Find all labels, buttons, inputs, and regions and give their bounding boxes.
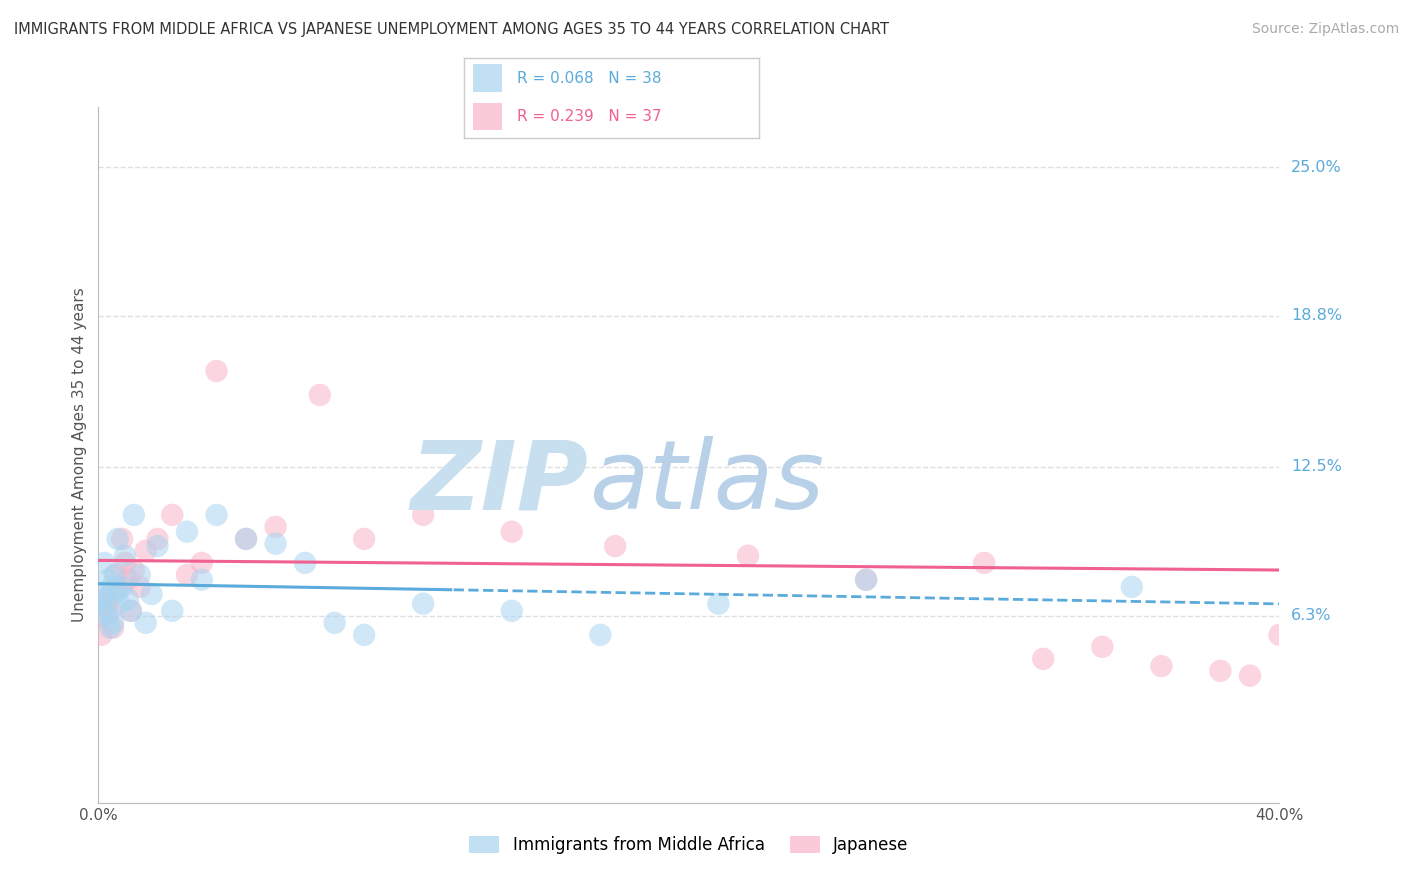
Text: 25.0%: 25.0% [1291,160,1341,175]
Point [89,597,111,611]
Point [1239,668,1261,682]
Point [855,573,877,587]
Point [97,573,120,587]
Point [141,587,163,601]
Point [108,580,131,594]
Point [98,604,121,618]
Point [111,580,134,594]
Text: 40.0%: 40.0% [1256,807,1303,822]
Point [1091,640,1114,654]
Point [1150,659,1173,673]
Point [104,567,127,582]
Point [264,537,287,551]
Point [294,556,316,570]
Point [973,556,995,570]
Point [91,604,114,618]
Point [191,556,214,570]
Point [162,508,183,522]
Point [111,532,134,546]
Point [100,580,122,594]
Point [176,567,198,582]
Point [135,615,157,630]
Point [737,549,759,563]
Point [162,604,183,618]
Text: Source: ZipAtlas.com: Source: ZipAtlas.com [1251,22,1399,37]
Point [105,584,128,599]
Text: ZIP: ZIP [411,436,589,529]
Point [128,567,150,582]
Point [353,532,375,546]
Point [93,556,115,570]
Text: R = 0.068   N = 38: R = 0.068 N = 38 [517,70,662,86]
Point [107,532,129,546]
Text: 6.3%: 6.3% [1291,608,1331,624]
Point [353,628,375,642]
Point [191,573,214,587]
Text: 12.5%: 12.5% [1291,459,1343,475]
Point [205,508,228,522]
Point [117,573,139,587]
Point [412,597,434,611]
Point [309,388,332,402]
Point [135,544,157,558]
Text: 18.8%: 18.8% [1291,309,1343,323]
Point [1209,664,1232,678]
Point [96,608,118,623]
Point [501,604,523,618]
Point [90,587,112,601]
Bar [472,103,502,130]
Point [1121,580,1143,594]
Point [501,524,523,539]
Point [323,615,346,630]
Point [128,580,150,594]
Point [1032,652,1054,666]
Point [412,508,434,522]
Point [176,524,198,539]
Point [707,597,730,611]
Point [122,563,145,577]
Point [235,532,257,546]
Point [855,573,877,587]
Point [1268,628,1291,642]
Bar [472,64,502,92]
Point [93,591,115,606]
Text: 0.0%: 0.0% [79,807,118,822]
Legend: Immigrants from Middle Africa, Japanese: Immigrants from Middle Africa, Japanese [463,829,915,861]
Point [122,508,145,522]
Text: IMMIGRANTS FROM MIDDLE AFRICA VS JAPANESE UNEMPLOYMENT AMONG AGES 35 TO 44 YEARS: IMMIGRANTS FROM MIDDLE AFRICA VS JAPANES… [14,22,889,37]
Point [94,591,117,606]
Point [98,621,121,635]
Point [264,520,287,534]
Point [589,628,612,642]
Point [120,604,142,618]
Point [120,604,142,618]
Point [605,539,627,553]
Point [103,615,125,630]
Point [108,597,131,611]
Point [205,364,228,378]
Point [89,608,111,623]
Point [114,549,136,563]
Point [103,621,125,635]
Point [146,539,169,553]
Text: R = 0.239   N = 37: R = 0.239 N = 37 [517,109,662,124]
Point [96,597,118,611]
Point [146,532,169,546]
Point [114,556,136,570]
Point [105,567,128,582]
Point [235,532,257,546]
Y-axis label: Unemployment Among Ages 35 to 44 years: Unemployment Among Ages 35 to 44 years [72,287,87,623]
Point [90,628,112,642]
Point [117,591,139,606]
Text: atlas: atlas [589,436,824,529]
Point [1282,172,1305,186]
